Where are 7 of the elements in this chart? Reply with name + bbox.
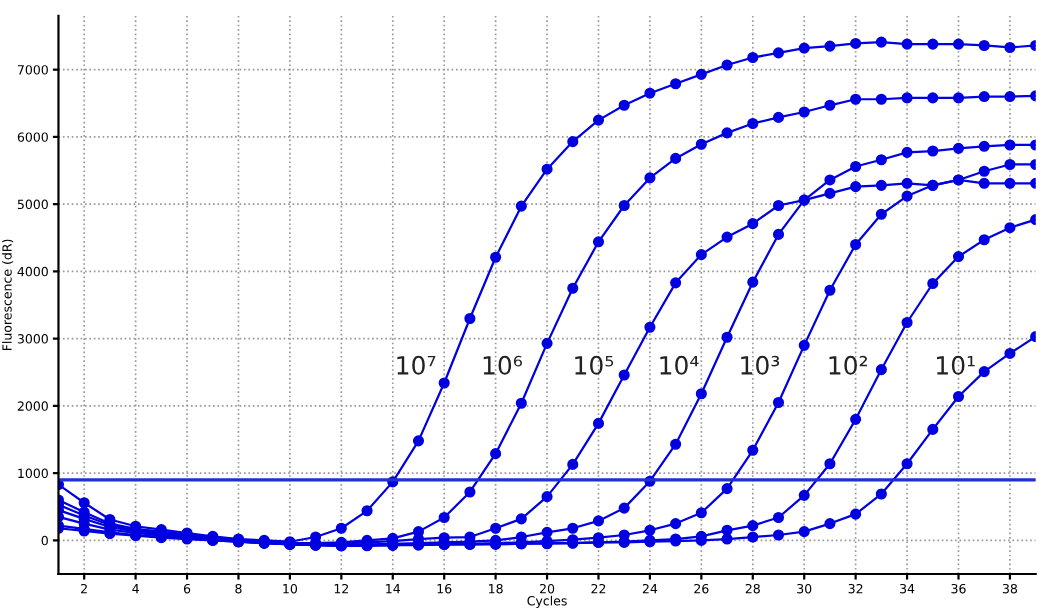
series-label: 10⁵ <box>575 355 614 375</box>
series-label: 10⁷ <box>397 355 436 375</box>
series-label: 10⁴ <box>660 355 699 375</box>
series-label: 10² <box>829 355 868 375</box>
series-label: 10³ <box>741 355 780 375</box>
series-label: 10¹ <box>937 355 975 375</box>
series-label: 10⁶ <box>483 355 522 375</box>
